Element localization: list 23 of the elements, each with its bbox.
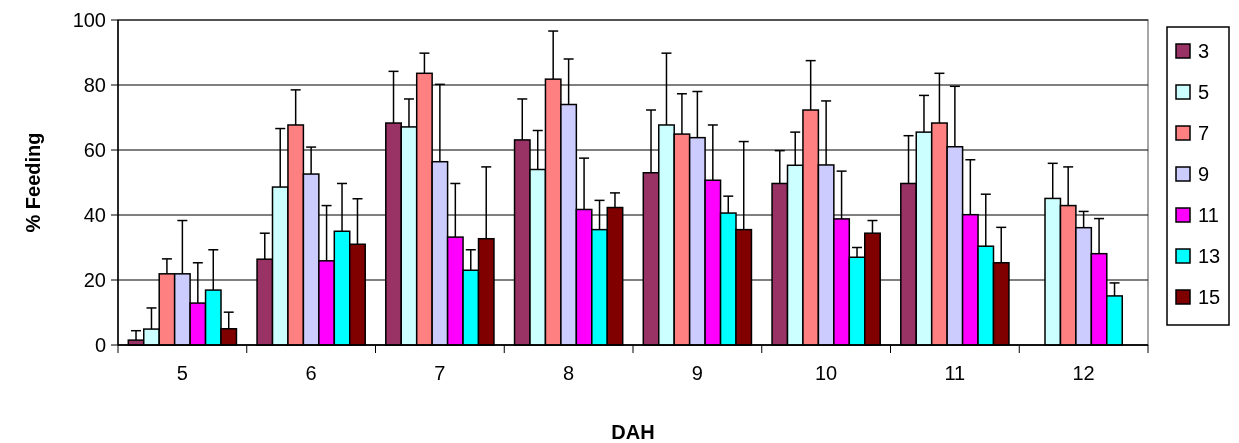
x-tick-label: 7	[434, 362, 446, 384]
legend-label: 15	[1198, 286, 1221, 308]
x-tick-label: 11	[944, 362, 966, 384]
y-tick-label: 20	[83, 269, 106, 291]
legend-label: 3	[1198, 40, 1210, 62]
x-tick-label: 12	[1072, 362, 1095, 384]
y-tick-label: 0	[94, 334, 106, 356]
x-tick-label: 6	[305, 362, 317, 384]
x-tick-label: 8	[563, 362, 575, 384]
legend-label: 9	[1198, 163, 1210, 185]
x-tick-label: 9	[691, 362, 703, 384]
legend-label: 5	[1198, 81, 1210, 103]
legend-label: 11	[1198, 204, 1219, 226]
legend-label: 7	[1198, 122, 1210, 144]
y-tick-label: 60	[83, 139, 106, 161]
y-axis-title: % Feeding	[22, 132, 44, 233]
y-tick-label: 80	[83, 74, 106, 96]
legend-label: 13	[1198, 245, 1221, 267]
y-tick-label: 100	[72, 9, 106, 31]
x-tick-label: 10	[815, 362, 838, 384]
x-axis-title: DAH	[611, 421, 655, 443]
x-tick-label: 5	[176, 362, 188, 384]
y-tick-label: 40	[83, 204, 106, 226]
